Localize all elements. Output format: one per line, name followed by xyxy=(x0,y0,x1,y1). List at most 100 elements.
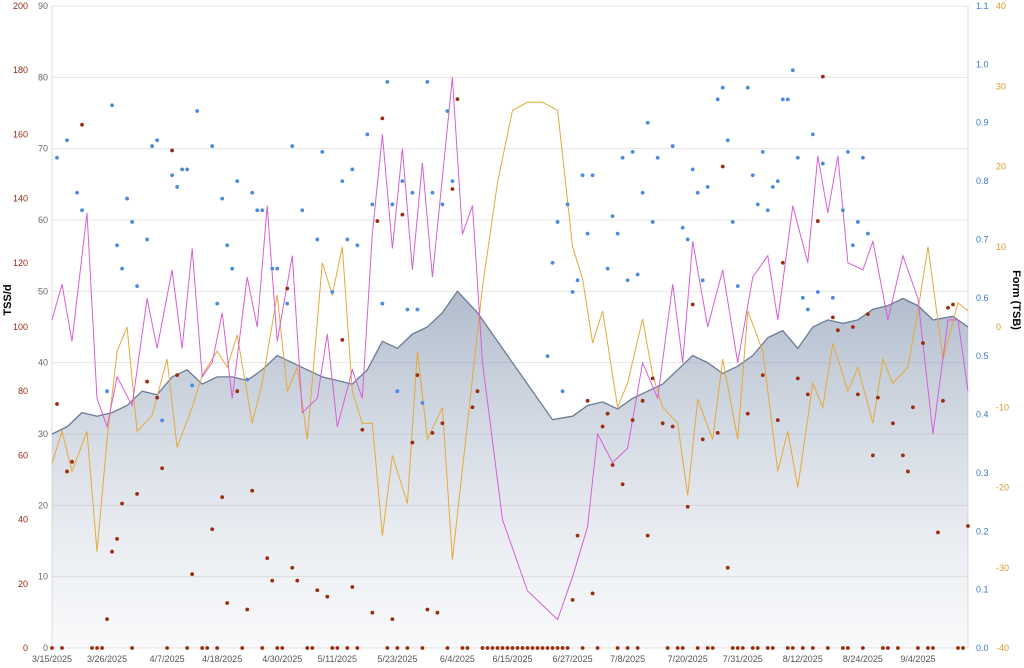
tss-dot xyxy=(555,646,560,650)
tss-dot xyxy=(896,646,900,650)
tss-dot xyxy=(926,646,930,650)
if-dot xyxy=(220,196,225,201)
tss-dot xyxy=(110,549,114,554)
right-if-tick-label: 0.0 xyxy=(976,643,989,653)
tss-dot xyxy=(891,421,895,426)
tss-dot xyxy=(725,565,730,570)
right-form-tick-label: 20 xyxy=(996,162,1006,172)
if-dot xyxy=(385,79,390,84)
if-dot xyxy=(820,161,825,166)
tss-dot xyxy=(205,646,210,650)
tss-dot xyxy=(680,646,685,650)
x-tick-label: 6/4/2025 xyxy=(440,654,475,664)
tss-dot xyxy=(325,594,330,599)
tss-dot xyxy=(936,530,940,535)
tss-dot xyxy=(876,395,880,400)
tss-dot xyxy=(500,646,505,650)
tss-dot xyxy=(200,646,205,650)
right-if-tick-label: 0.5 xyxy=(976,351,989,361)
if-dot xyxy=(715,97,720,102)
tss-dot xyxy=(310,646,315,650)
if-dot xyxy=(610,214,615,219)
x-tick-label: 3/26/2025 xyxy=(87,654,127,664)
tss-dot xyxy=(160,466,165,471)
tss-dot xyxy=(615,646,620,650)
tss-dot xyxy=(961,646,965,650)
tss-dot xyxy=(620,482,625,487)
if-dot xyxy=(80,208,84,213)
tss-dot xyxy=(941,398,945,403)
if-dot xyxy=(215,301,220,306)
tss-dot xyxy=(795,376,800,381)
left-tss-tick-label: 100 xyxy=(13,322,28,332)
tss-dot xyxy=(175,373,180,378)
if-dot xyxy=(425,79,430,84)
tss-dot xyxy=(355,646,360,650)
x-tick-label: 9/4/2025 xyxy=(900,654,935,664)
if-dot xyxy=(340,179,345,183)
if-dot xyxy=(650,220,655,224)
if-dot xyxy=(390,202,395,207)
tss-dot xyxy=(640,398,645,403)
if-dot xyxy=(415,307,420,312)
right-form-tick-label: 40 xyxy=(996,1,1006,11)
left-tss-tick-label: 120 xyxy=(13,258,28,268)
if-dot xyxy=(315,237,320,242)
if-dot xyxy=(160,418,165,423)
left-inner-tick-label: 60 xyxy=(38,215,48,225)
tss-dot xyxy=(470,405,475,410)
axes-layer: 0204060801001201401601802000102030405060… xyxy=(13,1,1009,664)
tss-dot xyxy=(50,646,54,650)
tss-dot xyxy=(535,646,540,650)
tss-dot xyxy=(65,469,69,474)
tss-dot xyxy=(901,453,905,458)
tss-dot xyxy=(855,392,860,397)
tss-dot xyxy=(951,302,955,307)
tss-dot xyxy=(330,646,335,650)
left-tss-tick-label: 80 xyxy=(18,386,28,396)
tss-dot xyxy=(685,504,690,509)
series-layer xyxy=(51,77,969,648)
if-dot xyxy=(640,190,645,195)
if-dot xyxy=(865,231,870,236)
tss-dot xyxy=(840,646,845,650)
left-inner-tick-label: 50 xyxy=(38,286,48,296)
if-dot xyxy=(785,97,790,102)
if-dot xyxy=(815,290,820,294)
if-dot xyxy=(395,389,400,394)
tss-dot xyxy=(645,533,650,538)
if-dot xyxy=(370,202,375,207)
if-dot xyxy=(670,144,675,148)
tss-dot xyxy=(495,646,500,650)
x-tick-label: 6/27/2025 xyxy=(553,654,593,664)
tss-dot xyxy=(295,578,300,583)
tss-dot xyxy=(570,597,575,602)
tss-dot xyxy=(540,646,545,650)
tss-dot xyxy=(820,74,825,79)
if-dot xyxy=(55,155,59,160)
tss-dot xyxy=(800,646,805,650)
tss-dot xyxy=(705,646,710,650)
x-tick-label: 5/11/2025 xyxy=(318,654,357,664)
tss-dot xyxy=(635,646,640,650)
tss-dot xyxy=(595,646,600,650)
if-dot xyxy=(110,103,114,108)
if-dot xyxy=(800,295,805,300)
tss-dot xyxy=(60,646,64,650)
if-dot xyxy=(430,190,435,195)
if-dot xyxy=(605,266,610,271)
tss-dot xyxy=(775,418,780,422)
tss-dot xyxy=(700,437,705,442)
right-axis-title: Form (TSB) xyxy=(1010,270,1022,330)
tss-dot xyxy=(720,164,725,169)
tss-dot xyxy=(550,646,555,650)
left-tss-tick-label: 140 xyxy=(13,194,28,204)
if-dot xyxy=(260,208,265,213)
fatigue-line xyxy=(51,77,969,621)
tss-dot xyxy=(765,646,770,650)
left-inner-tick-label: 80 xyxy=(38,72,48,82)
tss-dot xyxy=(380,116,385,121)
tss-dot xyxy=(715,431,720,435)
if-dot xyxy=(575,278,580,283)
